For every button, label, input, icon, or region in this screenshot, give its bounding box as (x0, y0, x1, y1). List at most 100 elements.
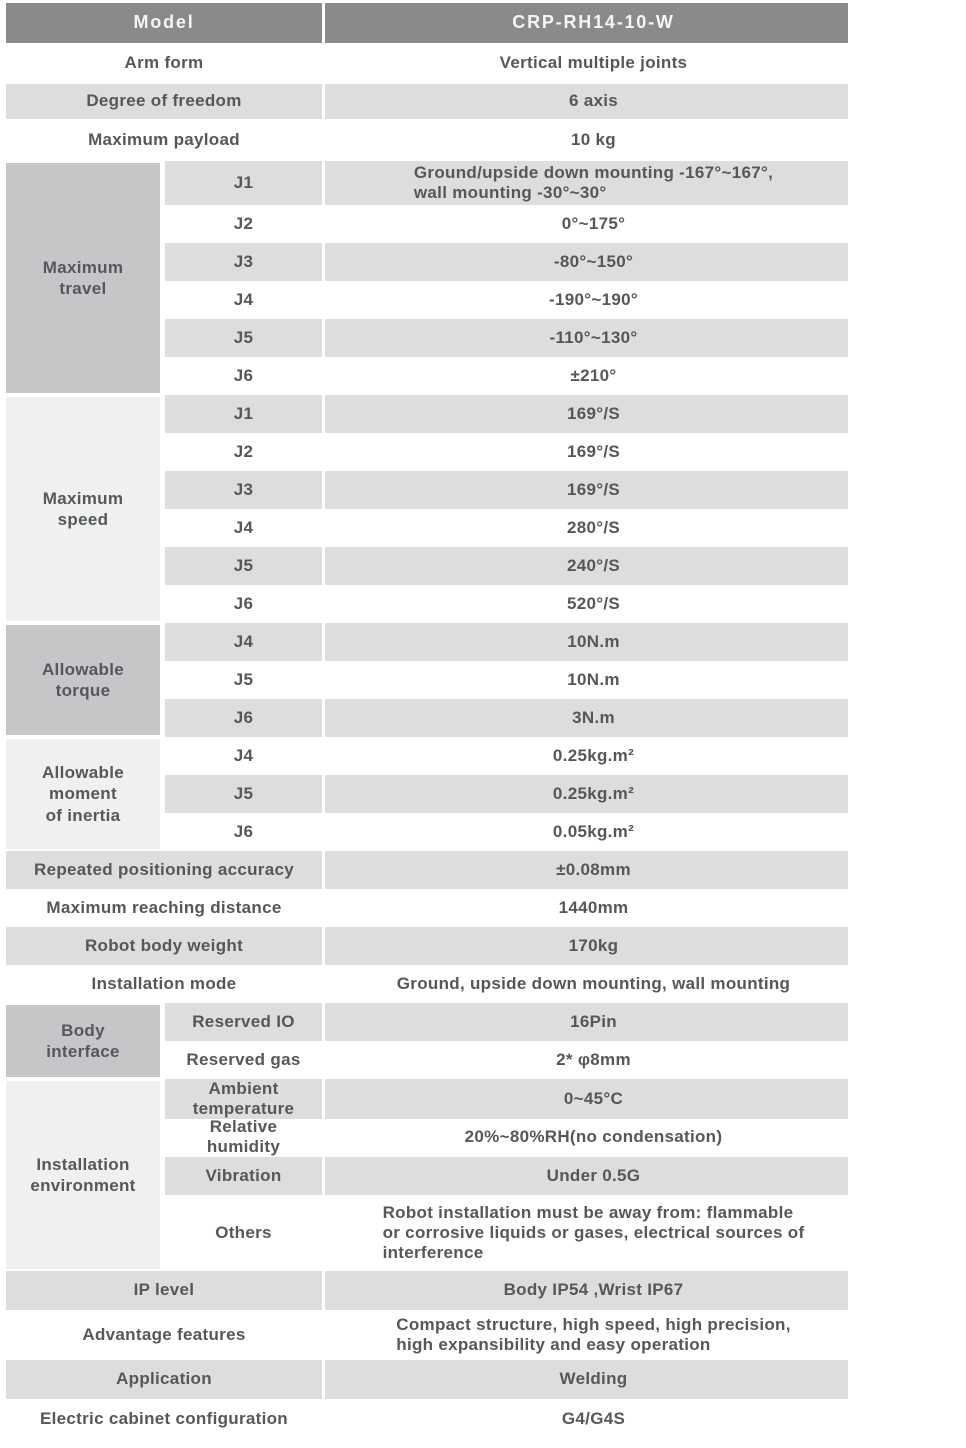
sub-row-vibration: Vibration Under 0.5G (165, 1157, 848, 1195)
row-application: Application Welding (6, 1360, 848, 1399)
joint-value: Ground/upside down mounting -167°~167°, … (325, 161, 848, 205)
group-label: Allowable torque (6, 625, 160, 735)
joint-label: J6 (233, 821, 254, 841)
row-label: Repeated positioning accuracy (6, 851, 322, 889)
sub-row-ambient-temperature: Ambient temperature 0~45°C (165, 1079, 848, 1120)
sub-row-j5: J5 240°/S (165, 547, 848, 585)
row-value: ±0.08mm (325, 851, 848, 889)
row-maximum-reaching-distance: Maximum reaching distance 1440mm (6, 889, 848, 927)
joint-label: J5 (165, 319, 322, 357)
joint-value: 169°/S (325, 395, 848, 433)
sub-row-j6: J6 3N.m (165, 699, 848, 737)
row-electric-cabinet-configuration: Electric cabinet configuration G4/G4S (6, 1399, 848, 1440)
joint-label: J3 (165, 243, 322, 281)
sub-row-others: Others Robot installation must be away f… (165, 1195, 848, 1271)
joint-value: -190°~190° (549, 289, 638, 309)
row-value: 170kg (325, 927, 848, 965)
sub-row-j2: J2 169°/S (165, 433, 848, 471)
joint-label: J2 (233, 441, 254, 461)
group-label: Maximum speed (6, 397, 160, 621)
group-installation-environment: Installation environment Ambient tempera… (6, 1079, 848, 1271)
model-label: Model (6, 3, 322, 43)
sub-value: 2* φ8mm (556, 1049, 631, 1069)
joint-value: 0.05kg.m² (552, 821, 635, 841)
row-label: Arm form (124, 53, 204, 73)
joint-label: J4 (233, 289, 254, 309)
joint-label: J4 (233, 517, 254, 537)
joint-value: 0.25kg.m² (552, 745, 635, 765)
group-maximum-speed: Maximum speed J1 169°/S J2 169°/S J3 169… (6, 395, 848, 623)
row-label: Maximum payload (88, 129, 240, 149)
sub-row-j1: J1 169°/S (165, 395, 848, 433)
joint-label: J3 (165, 471, 322, 509)
joint-value: 169°/S (325, 471, 848, 509)
row-label: Installation mode (91, 973, 237, 993)
sub-row-reserved-gas: Reserved gas 2* φ8mm (165, 1041, 848, 1079)
row-value: Compact structure, high speed, high prec… (396, 1314, 791, 1354)
row-label: Robot body weight (6, 927, 322, 965)
joint-label: J1 (165, 161, 322, 205)
row-value: 6 axis (325, 84, 848, 119)
row-maximum-payload: Maximum payload 10 kg (6, 119, 848, 161)
joint-label: J1 (165, 395, 322, 433)
row-advantage-features: Advantage features Compact structure, hi… (6, 1310, 848, 1360)
sub-row-j3: J3 169°/S (165, 471, 848, 509)
sub-row-j4: J4 -190°~190° (165, 281, 848, 319)
row-ip-level: IP level Body IP54 ,Wrist IP67 (6, 1271, 848, 1310)
sub-row-j1: J1 Ground/upside down mounting -167°~167… (165, 161, 848, 205)
sub-label: Ambient temperature (165, 1079, 322, 1120)
sub-row-relative-humidity: Relative humidity 20%~80%RH(no condensat… (165, 1117, 848, 1157)
sub-row-j6: J6 0.05kg.m² (165, 813, 848, 851)
row-degree-of-freedom: Degree of freedom 6 axis (6, 84, 848, 119)
joint-value: 0°~175° (561, 213, 626, 233)
row-value: Ground, upside down mounting, wall mount… (396, 973, 791, 993)
joint-value: 169°/S (566, 441, 621, 461)
sub-row-j6: J6 520°/S (165, 585, 848, 623)
row-robot-body-weight: Robot body weight 170kg (6, 927, 848, 965)
row-label: Electric cabinet configuration (40, 1409, 288, 1429)
sub-value: 0~45°C (325, 1079, 848, 1120)
row-value: G4/G4S (561, 1409, 626, 1429)
row-value: Welding (325, 1360, 848, 1399)
sub-label: Relative humidity (206, 1117, 281, 1157)
sub-value: 20%~80%RH(no condensation) (464, 1127, 723, 1147)
group-label: Body interface (6, 1005, 160, 1077)
joint-value: ±210° (570, 365, 617, 385)
sub-row-j2: J2 0°~175° (165, 205, 848, 243)
joint-value: -110°~130° (325, 319, 848, 357)
sub-row-j4: J4 0.25kg.m² (165, 737, 848, 775)
joint-label: J6 (233, 593, 254, 613)
sub-value: 16Pin (325, 1003, 848, 1041)
joint-value: 240°/S (325, 547, 848, 585)
joint-label: J2 (233, 213, 254, 233)
model-value: CRP-RH14-10-W (325, 3, 848, 43)
spec-table: Model CRP-RH14-10-W Arm form Vertical mu… (6, 0, 848, 1440)
sub-row-j5: J5 0.25kg.m² (165, 775, 848, 813)
row-installation-mode: Installation mode Ground, upside down mo… (6, 965, 848, 1003)
sub-row-j5: J5 10N.m (165, 661, 848, 699)
row-label: Maximum reaching distance (46, 897, 282, 917)
joint-label: J4 (233, 745, 254, 765)
row-repeated-positioning-accuracy: Repeated positioning accuracy ±0.08mm (6, 851, 848, 889)
sub-row-j3: J3 -80°~150° (165, 243, 848, 281)
group-body-interface: Body interface Reserved IO 16Pin Reserve… (6, 1003, 848, 1079)
group-label: Allowable moment of inertia (6, 739, 160, 849)
joint-value: 10N.m (567, 669, 620, 689)
row-label: Degree of freedom (6, 84, 322, 119)
joint-label: J4 (165, 623, 322, 661)
row-label: Application (6, 1360, 322, 1399)
joint-value: 520°/S (566, 593, 621, 613)
row-value: Body IP54 ,Wrist IP67 (325, 1271, 848, 1310)
joint-value: 0.25kg.m² (325, 775, 848, 813)
row-value: 10 kg (571, 129, 616, 149)
row-value: 1440mm (558, 897, 629, 917)
row-model: Model CRP-RH14-10-W (6, 3, 848, 43)
joint-value: 10N.m (325, 623, 848, 661)
joint-label: J5 (165, 547, 322, 585)
joint-value: -80°~150° (325, 243, 848, 281)
sub-label: Reserved IO (165, 1003, 322, 1041)
group-label: Maximum travel (6, 163, 160, 393)
sub-row-reserved-io: Reserved IO 16Pin (165, 1003, 848, 1041)
sub-label: Vibration (165, 1157, 322, 1195)
row-value: Vertical multiple joints (499, 53, 688, 73)
